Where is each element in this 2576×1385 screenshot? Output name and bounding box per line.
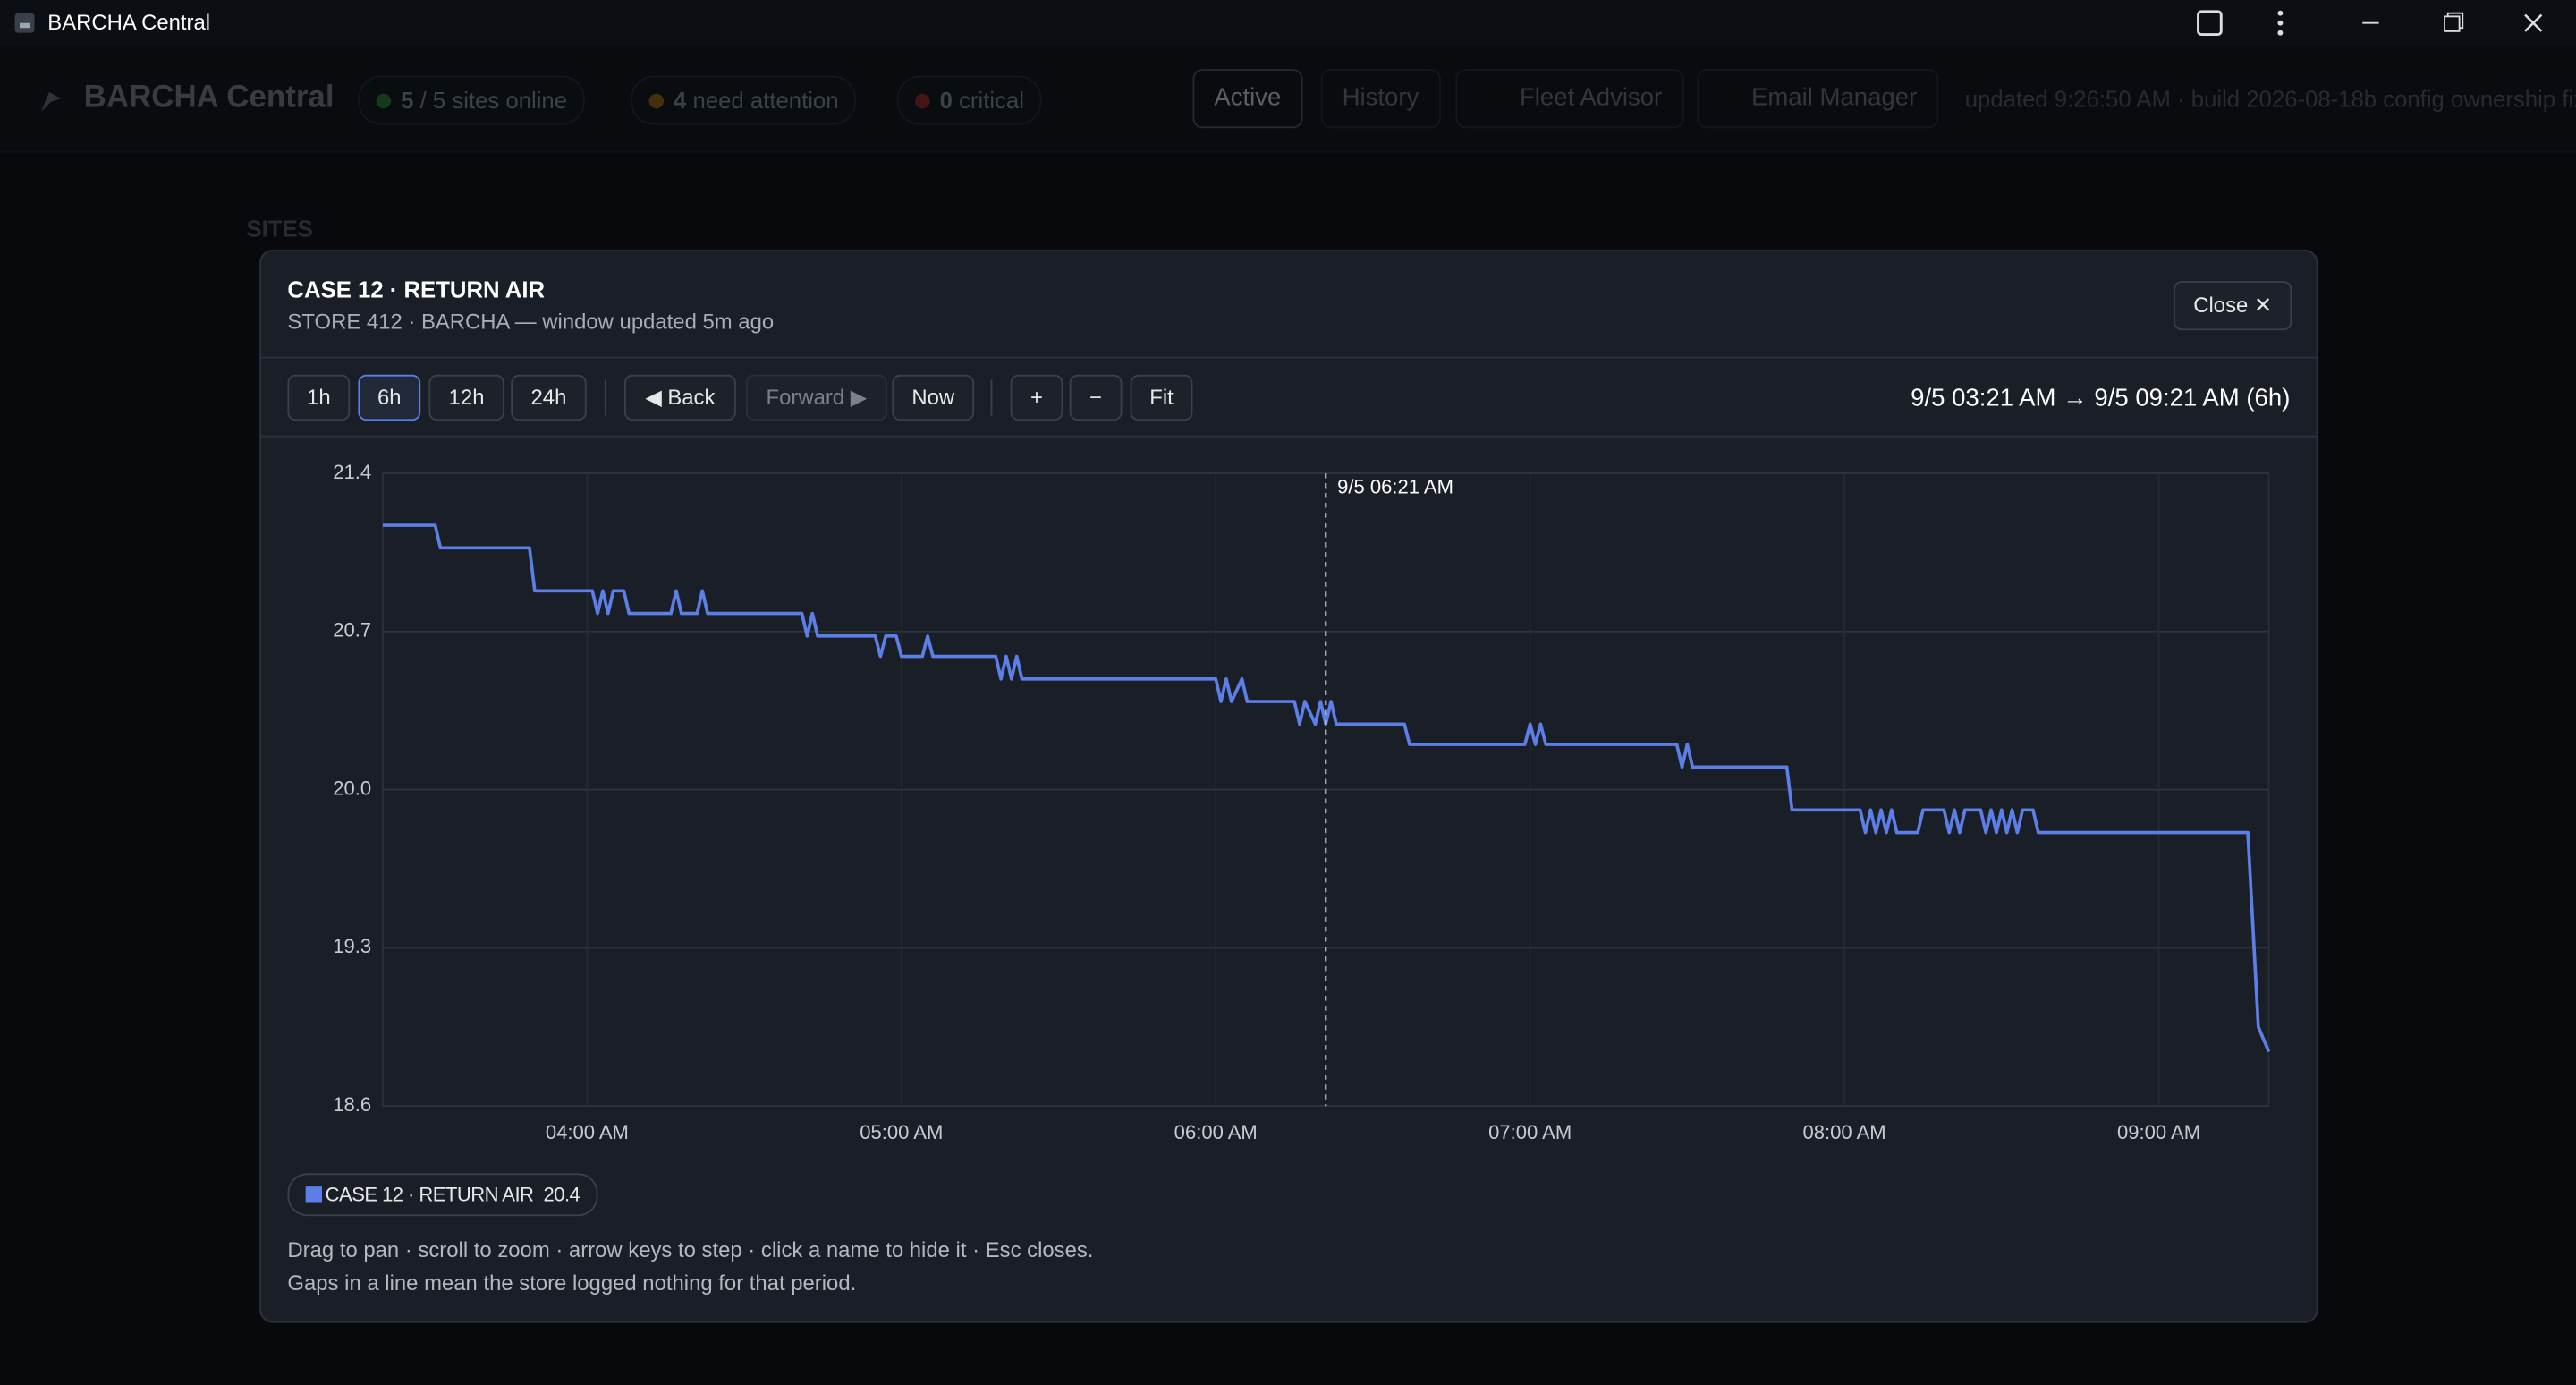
modal-subtitle: STORE 412 · BARCHA — window updated 5m a…: [287, 309, 775, 334]
range-label: 9/5 03:21 AM → 9/5 09:21 AM (6h): [1911, 384, 2291, 413]
span-button[interactable]: 6h: [358, 374, 421, 421]
section-label: SITES: [246, 215, 313, 242]
title-bar: [0, 0, 2576, 47]
separator: [604, 379, 606, 416]
modal-title: CASE 12 · RETURN AIR: [287, 276, 546, 302]
legend-name: CASE 12 · RETURN AIR: [325, 1183, 534, 1207]
chart-modal: CASE 12 · RETURN AIR STORE 412 · BARCHA …: [259, 250, 2318, 1323]
help-text: Gaps in a line mean the store logged not…: [287, 1270, 857, 1296]
cursor-label: 9/5 06:21 AM: [1337, 475, 1453, 497]
x-tick-label: 08:00 AM: [1803, 1121, 1886, 1143]
zoom-in-button[interactable]: +: [1010, 374, 1063, 421]
y-tick-label: 20.0: [333, 777, 371, 799]
forward-button: Forward ▶: [745, 374, 887, 421]
app-icon: [14, 13, 35, 33]
count: 5: [401, 87, 414, 114]
legend-swatch: [305, 1186, 323, 1203]
window-controls[interactable]: [2185, 4, 2563, 43]
window-title: BARCHA Central: [47, 10, 211, 35]
label: need attention: [692, 87, 839, 114]
fit-button[interactable]: Fit: [1130, 374, 1193, 421]
count: 5: [432, 87, 446, 114]
legend-chip[interactable]: CASE 12 · RETURN AIR 20.4: [287, 1173, 598, 1217]
x-tick-label: 05:00 AM: [860, 1121, 943, 1143]
brand: BARCHA Central: [83, 81, 335, 115]
divider: [261, 356, 2317, 359]
y-tick-label: 18.6: [333, 1093, 371, 1116]
y-tick-label: 21.4: [333, 461, 371, 483]
now-button[interactable]: Now: [892, 374, 975, 421]
zoom-out-button[interactable]: −: [1069, 374, 1123, 421]
y-tick-label: 20.7: [333, 619, 371, 642]
span-button[interactable]: 1h: [287, 374, 351, 421]
series-line: [382, 523, 2271, 1053]
sites-online-pill: 5 / 5 sites online: [358, 75, 586, 125]
label: sites online: [452, 87, 568, 114]
back-button[interactable]: ◀ Back: [623, 374, 736, 421]
x-tick-label: 09:00 AM: [2117, 1121, 2200, 1143]
count: 0: [939, 87, 953, 114]
x-tick-label: 04:00 AM: [546, 1121, 629, 1143]
legend-value: 20.4: [543, 1183, 580, 1207]
count: 4: [674, 87, 687, 114]
x-tick-label: 06:00 AM: [1174, 1121, 1258, 1143]
tab[interactable]: Fleet Advisor: [1455, 69, 1684, 129]
span-button[interactable]: 12h: [428, 374, 504, 421]
brand-logo: [40, 91, 61, 112]
critical-pill: 0 critical: [896, 75, 1043, 125]
x-tick-label: 07:00 AM: [1488, 1121, 1572, 1143]
tab[interactable]: Email Manager: [1697, 69, 1939, 129]
separator: [990, 379, 993, 416]
help-text: Drag to pan · scroll to zoom · arrow key…: [287, 1237, 1094, 1262]
build-status: updated 9:26:50 AM · build 2026-08-18b c…: [1964, 85, 2576, 112]
tab[interactable]: History: [1320, 69, 1441, 129]
attention-pill: 4 need attention: [631, 75, 857, 125]
label: Close: [2193, 292, 2249, 318]
label: critical: [959, 87, 1024, 114]
divider: [261, 435, 2317, 438]
y-tick-label: 19.3: [333, 935, 371, 957]
close-button[interactable]: Close ✕: [2174, 281, 2292, 331]
tab[interactable]: Active: [1192, 69, 1303, 129]
span-button[interactable]: 24h: [511, 374, 587, 421]
